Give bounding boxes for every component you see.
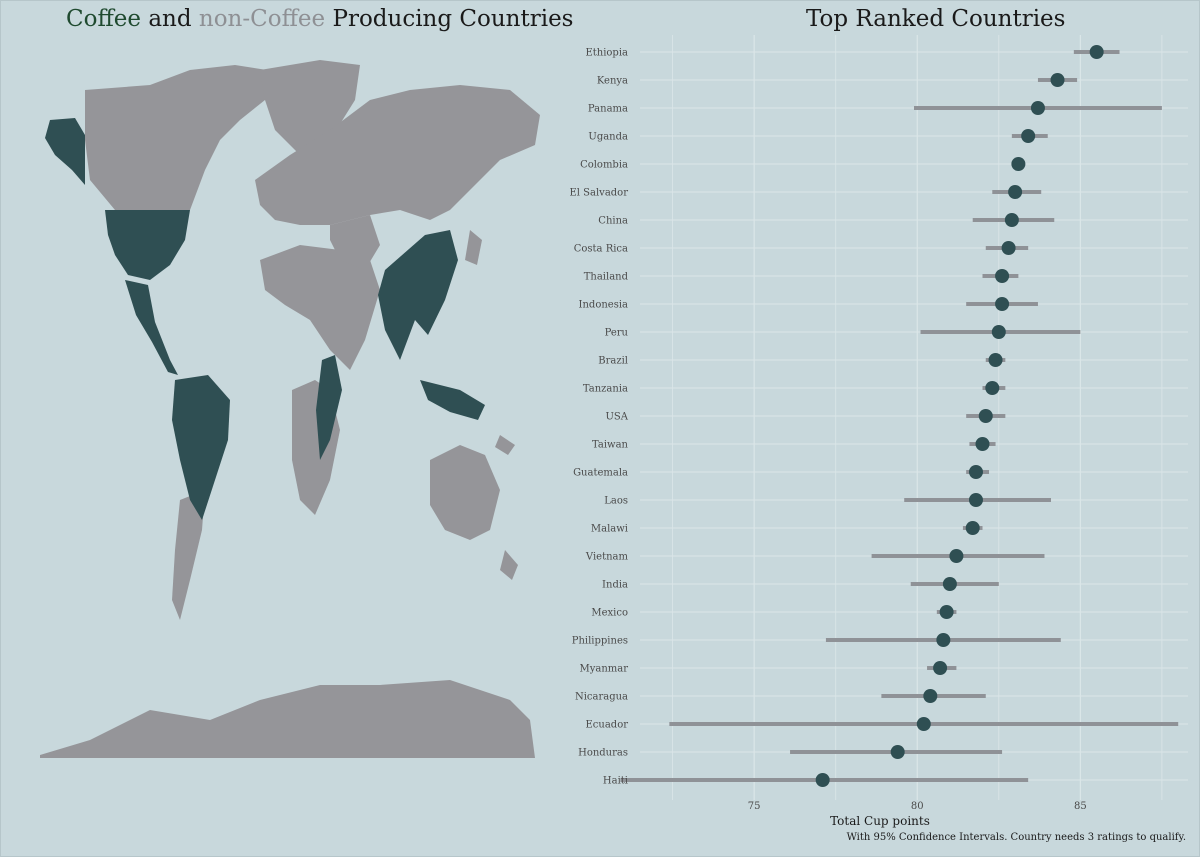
country-label: Laos [604,496,628,507]
map-africa-north [260,245,380,370]
coffee-countries [45,118,485,520]
country-label: El Salvador [569,188,628,199]
mean-point [1008,185,1023,199]
country-label: India [602,580,628,591]
world-map [30,60,550,770]
country-label: Vietnam [585,552,629,563]
map-title-non-coffee: non-Coffee [198,6,326,32]
x-tick-labels: 75 80 85 [748,801,1087,812]
country-label: Mexico [591,608,628,619]
country-label: Costa Rica [574,244,628,255]
country-label: Panama [588,104,628,115]
map-title-and: and [148,6,192,32]
map-asia-coffee [378,230,458,360]
mean-point [942,577,957,591]
mean-point [968,493,983,507]
country-label: Philippines [572,636,628,647]
x-tick-label: 75 [748,801,761,812]
mean-point [916,717,931,731]
mean-point [1021,129,1036,143]
map-south-america-north [172,375,230,520]
mean-point [975,437,990,451]
country-label: Colombia [580,160,628,171]
ranking-chart-svg: Ethiopia Kenya Panama Uganda Colombia El Salv… [569,35,1188,828]
country-label: USA [606,412,629,423]
mean-point [939,605,954,619]
country-label: Ethiopia [585,48,628,59]
country-label: Indonesia [579,300,629,311]
country-label: Haiti [603,776,628,787]
country-label: Taiwan [592,440,629,451]
country-label: Honduras [578,748,628,759]
x-tick-label: 85 [1074,801,1087,812]
mean-point [1001,241,1016,255]
map-title-rest: Producing Countries [332,6,574,32]
mean-point [965,521,980,535]
map-usa [105,210,190,280]
ranking-chart: Ethiopia Kenya Panama Uganda Colombia El Salv… [560,30,1190,830]
country-label: Guatemala [573,468,628,479]
map-indonesia-philippines [420,380,485,420]
mean-point [890,745,905,759]
x-axis-label: Total Cup points [830,814,930,828]
map-title-coffee: Coffee [66,6,142,32]
mean-point [1050,73,1065,87]
map-canada [85,65,280,210]
mean-points [815,45,1104,787]
country-label: China [598,216,628,227]
map-eurasia-north [255,85,540,225]
world-map-svg [40,60,540,758]
mean-point [815,773,830,787]
map-mexico-central-america [125,280,178,375]
country-label: Tanzania [583,384,628,395]
map-east-africa [316,355,342,460]
mean-point [949,549,964,563]
mean-point [995,269,1010,283]
mean-point [1089,45,1104,59]
country-label: Uganda [588,132,628,143]
mean-point [1030,101,1045,115]
map-middle-east [330,215,380,270]
mean-point [978,409,993,423]
mean-point [933,661,948,675]
map-japan [465,230,482,265]
chart-title: Top Ranked Countries [806,6,1066,32]
map-alaska [45,118,85,185]
country-label: Brazil [598,356,628,367]
mean-point [988,353,1003,367]
non-coffee-countries [40,60,540,758]
chart-caption: With 95% Confidence Intervals. Country n… [846,832,1186,843]
mean-point [985,381,1000,395]
mean-point [936,633,951,647]
mean-point [995,297,1010,311]
map-australia [430,445,500,540]
mean-point [968,465,983,479]
country-label: Nicaragua [575,692,628,703]
mean-point [991,325,1006,339]
map-antarctica [40,680,535,758]
country-label: Myanmar [579,664,628,675]
country-labels: Ethiopia Kenya Panama Uganda Colombia El Salv… [569,48,628,787]
country-label: Thailand [584,272,629,283]
chart-grid [640,35,1188,800]
map-pacific-islands [495,435,515,455]
country-label: Peru [605,328,629,339]
country-label: Ecuador [585,720,628,731]
map-south-america-south [172,490,205,620]
x-tick-label: 80 [911,801,924,812]
country-label: Malawi [591,524,628,535]
mean-point [1004,213,1019,227]
country-label: Kenya [597,76,628,87]
mean-point [923,689,938,703]
map-title: Coffee and non-Coffee Producing Countrie… [66,6,574,32]
mean-point [1011,157,1026,171]
map-new-zealand [500,550,518,580]
